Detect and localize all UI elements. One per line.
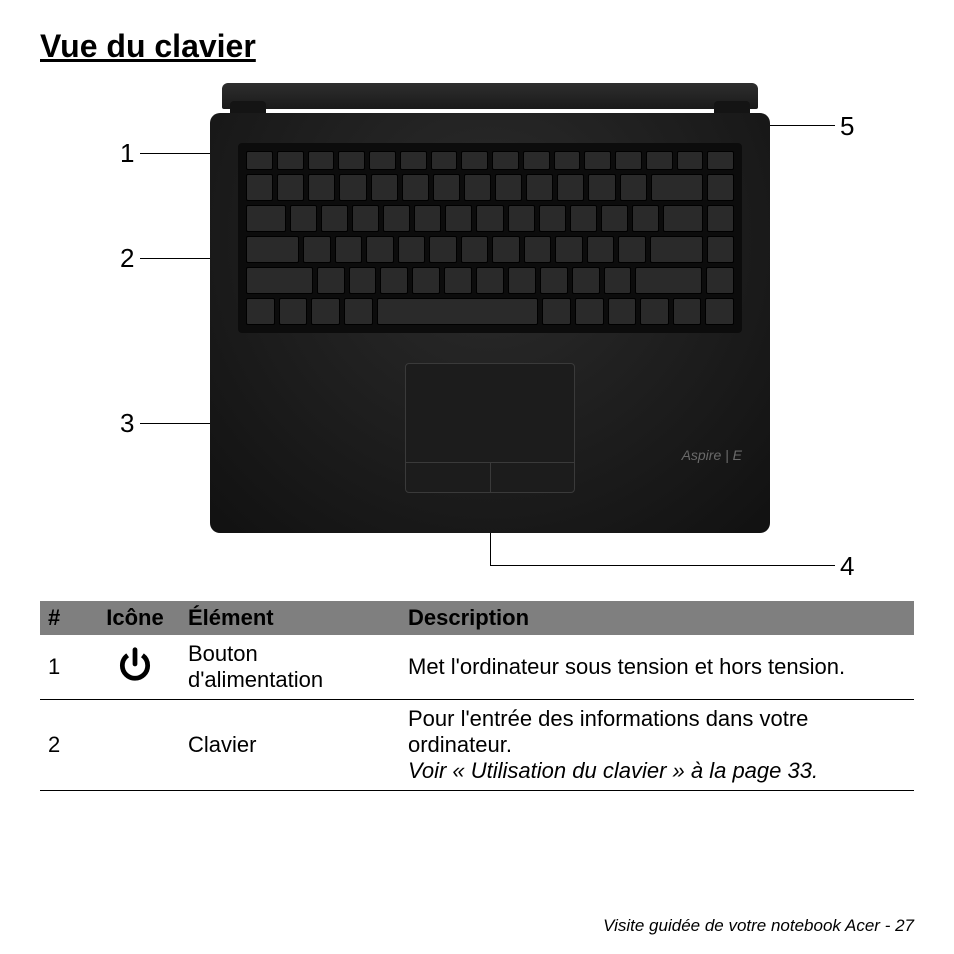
callout-5: 5: [840, 111, 854, 142]
row1-num: 1: [40, 635, 90, 700]
laptop-illustration: Aspire | E: [210, 83, 770, 533]
callout-4-line-h: [490, 565, 835, 566]
brand-label: Aspire | E: [682, 447, 742, 463]
row2-element: Clavier: [180, 700, 400, 791]
page-footer: Visite guidée de votre notebook Acer - 2…: [603, 916, 914, 936]
header-description: Description: [400, 601, 914, 635]
table-row: 1 Bouton d'alimentation Met l'ordinateur…: [40, 635, 914, 700]
callout-4: 4: [840, 551, 854, 582]
row1-icon-cell: [90, 635, 180, 700]
table-row: 2 Clavier Pour l'entrée des informations…: [40, 700, 914, 791]
header-num: #: [40, 601, 90, 635]
components-table: # Icône Élément Description 1 Bouton d'a…: [40, 601, 914, 791]
table-header-row: # Icône Élément Description: [40, 601, 914, 635]
row2-desc-line1: Pour l'entrée des informations dans votr…: [408, 706, 808, 757]
power-icon: [116, 645, 154, 683]
footer-text: Visite guidée de votre notebook Acer -: [603, 916, 895, 935]
header-element: Élément: [180, 601, 400, 635]
row2-icon-cell: [90, 700, 180, 791]
footer-page-number: 27: [895, 916, 914, 935]
laptop-lid: [222, 83, 758, 109]
laptop-base: Aspire | E: [210, 113, 770, 533]
row2-desc-line2: Voir « Utilisation du clavier » à la pag…: [408, 758, 818, 783]
keyboard-figure: 1 2 3 4 5: [40, 83, 914, 593]
row1-description: Met l'ordinateur sous tension et hors te…: [400, 635, 914, 700]
row1-element: Bouton d'alimentation: [180, 635, 400, 700]
header-icon: Icône: [90, 601, 180, 635]
row2-description: Pour l'entrée des informations dans votr…: [400, 700, 914, 791]
callout-3: 3: [120, 408, 134, 439]
touchpad: [405, 363, 575, 493]
keyboard: [238, 143, 742, 333]
row2-num: 2: [40, 700, 90, 791]
callout-2: 2: [120, 243, 134, 274]
touchpad-buttons: [406, 462, 574, 492]
callout-1: 1: [120, 138, 134, 169]
page-title: Vue du clavier: [40, 28, 914, 65]
